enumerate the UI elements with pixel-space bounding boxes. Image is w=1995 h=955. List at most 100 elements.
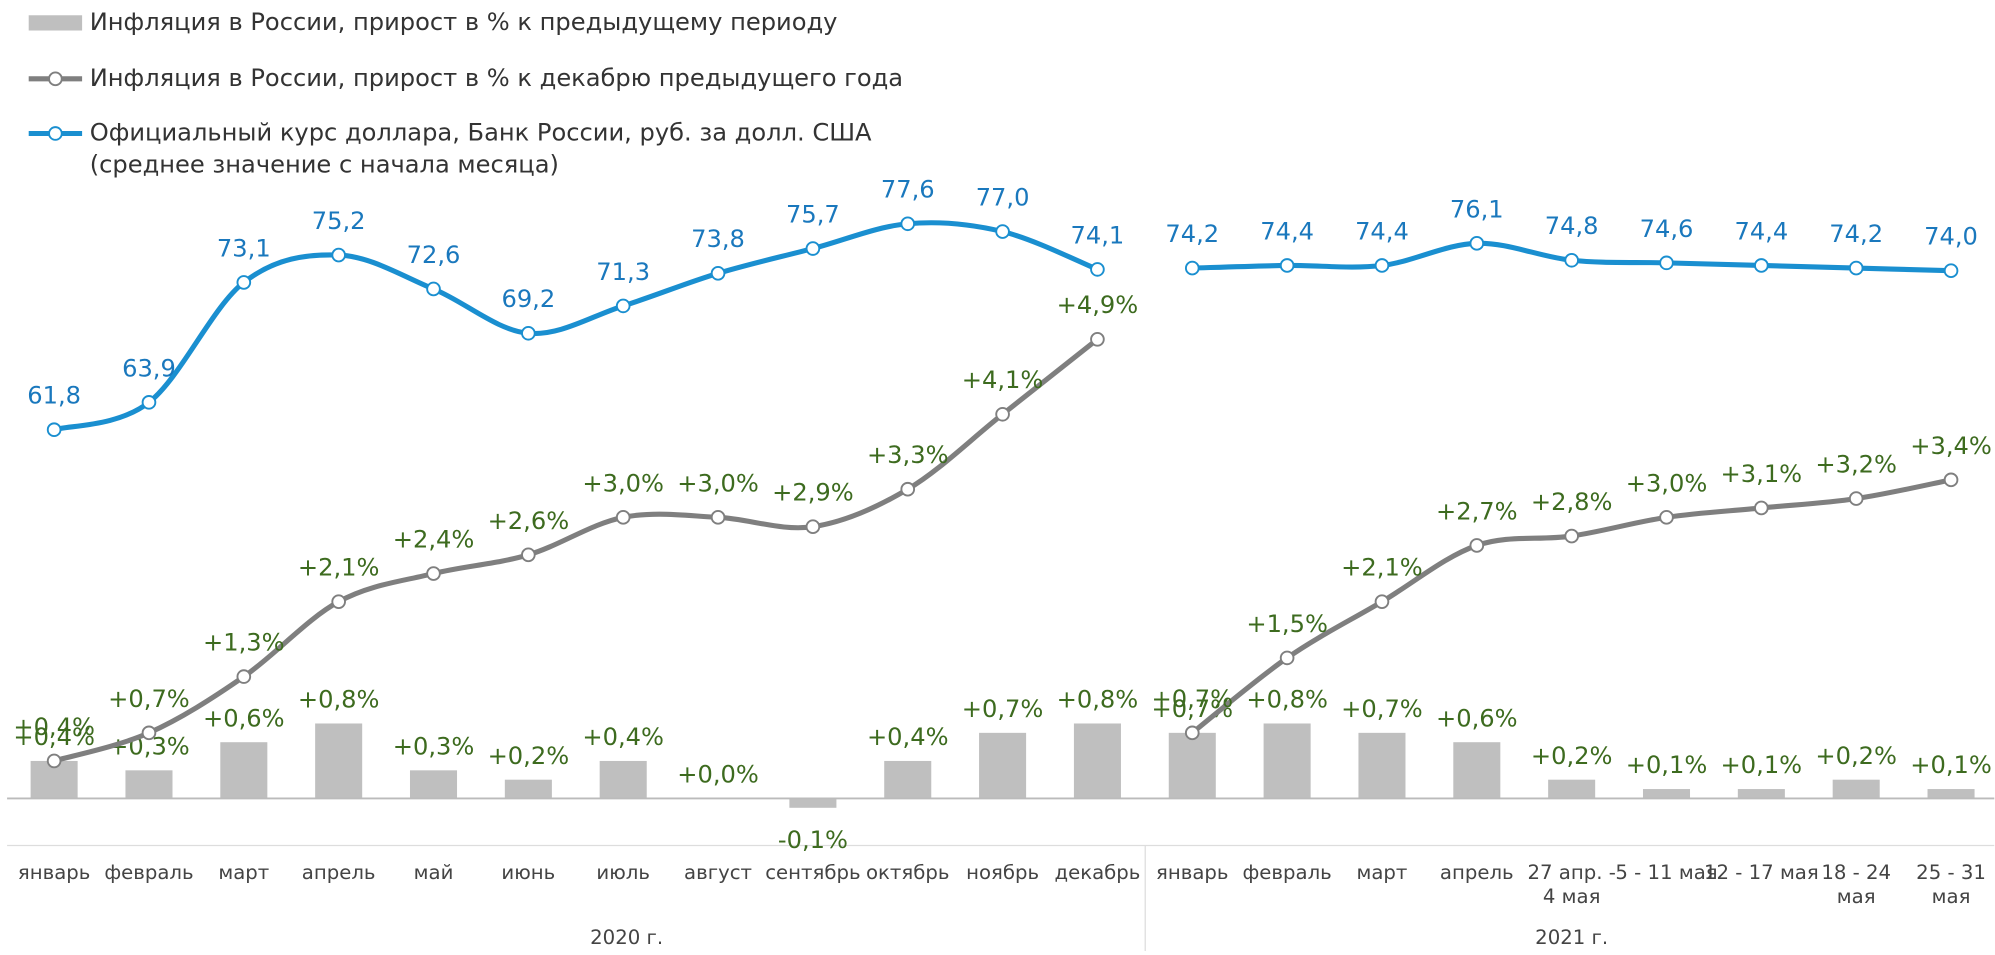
bar-value-label: +0,8% bbox=[298, 686, 380, 714]
line-point bbox=[995, 224, 1010, 239]
bar bbox=[1263, 723, 1311, 799]
bar bbox=[1358, 732, 1406, 799]
bar bbox=[1737, 789, 1785, 799]
bar-value-label: +0,3% bbox=[393, 732, 475, 760]
line-point bbox=[1943, 263, 1959, 279]
x-tick-label: апрель bbox=[1440, 861, 1514, 884]
x-tick-label: 4 мая bbox=[1543, 885, 1601, 908]
line-point bbox=[995, 406, 1010, 422]
legend-marker bbox=[48, 71, 63, 87]
line-point bbox=[331, 247, 346, 263]
line-value-label: +0,7% bbox=[1151, 685, 1233, 713]
legend-swatch bbox=[28, 15, 83, 31]
line-series bbox=[1190, 477, 1952, 735]
line-point bbox=[521, 547, 536, 563]
line-value-label: +1,3% bbox=[203, 629, 285, 657]
line-point bbox=[615, 298, 631, 314]
line-value-label: 73,1 bbox=[217, 234, 271, 262]
line-value-label: 77,0 bbox=[976, 184, 1030, 212]
line-value-label: +3,4% bbox=[1910, 432, 1992, 460]
x-tick-label: май bbox=[414, 861, 454, 884]
bar-value-label: +0,1% bbox=[1721, 751, 1803, 779]
x-tick-label: 12 - 17 мая bbox=[1704, 861, 1819, 884]
bar-value-label: +0,1% bbox=[1626, 751, 1708, 779]
line-point bbox=[710, 510, 726, 525]
x-tick-label: сентябрь bbox=[765, 861, 860, 884]
line-point bbox=[426, 281, 441, 297]
line-point bbox=[46, 422, 62, 438]
bar-value-label: +0,2% bbox=[488, 742, 570, 770]
bar bbox=[315, 723, 363, 799]
line-value-label: 74,0 bbox=[1924, 223, 1978, 251]
legend-marker bbox=[48, 126, 63, 141]
line-point bbox=[141, 725, 157, 741]
bar-value-label: +0,2% bbox=[1815, 742, 1897, 770]
x-tick-label: декабрь bbox=[1054, 861, 1140, 884]
line-value-label: +0,4% bbox=[13, 713, 95, 741]
bar-value-label: +0,7% bbox=[962, 695, 1044, 723]
legend-label: Инфляция в России, прирост в % к предыду… bbox=[90, 8, 838, 36]
line-value-label: +3,1% bbox=[1721, 460, 1803, 488]
line-value-label: +3,0% bbox=[1626, 469, 1708, 497]
line-point bbox=[900, 481, 916, 497]
line-value-label: +3,3% bbox=[867, 441, 949, 469]
bar-value-label: +0,1% bbox=[1910, 751, 1992, 779]
x-tick-label: март bbox=[1357, 861, 1408, 884]
bar bbox=[1453, 742, 1501, 799]
line-point bbox=[1184, 260, 1200, 276]
line-point bbox=[46, 753, 62, 769]
bar-value-label: +0,2% bbox=[1531, 742, 1613, 770]
line-value-label: 74,2 bbox=[1165, 220, 1219, 248]
bar bbox=[1548, 779, 1596, 799]
line-value-label: 72,6 bbox=[407, 241, 461, 269]
line-value-label: +2,7% bbox=[1436, 497, 1518, 525]
line-value-label: +2,4% bbox=[393, 525, 475, 553]
x-tick-label: 25 - 31 bbox=[1916, 861, 1986, 884]
bar-value-label: +0,6% bbox=[1436, 704, 1518, 732]
line-series bbox=[53, 337, 1100, 764]
x-tick-label: январь bbox=[1156, 861, 1228, 884]
line-value-label: 74,1 bbox=[1071, 221, 1125, 249]
line-value-label: +2,9% bbox=[772, 479, 854, 507]
bar-value-label: +0,0% bbox=[677, 761, 759, 789]
line-point bbox=[1754, 258, 1769, 273]
bar bbox=[979, 732, 1027, 799]
line-point bbox=[141, 395, 157, 410]
line-value-label: +1,5% bbox=[1246, 610, 1328, 638]
line-point bbox=[1090, 331, 1105, 347]
line-point bbox=[900, 216, 916, 232]
line-value-label: 74,8 bbox=[1545, 212, 1599, 240]
bar bbox=[1642, 789, 1691, 799]
line-point bbox=[1090, 262, 1105, 277]
line-point bbox=[1659, 255, 1674, 271]
line-value-label: 74,6 bbox=[1640, 215, 1694, 243]
line-point bbox=[1469, 538, 1485, 553]
bar bbox=[409, 770, 458, 799]
line-point bbox=[1184, 725, 1200, 741]
bar-value-label: +0,8% bbox=[1246, 686, 1328, 714]
x-tick-label: ноябрь bbox=[966, 861, 1039, 884]
line-value-label: 71,3 bbox=[596, 258, 650, 286]
line-point bbox=[236, 669, 252, 684]
line-value-label: 74,4 bbox=[1355, 217, 1409, 245]
line-value-label: +3,0% bbox=[677, 469, 759, 497]
line-value-label: 69,2 bbox=[501, 285, 555, 313]
bar bbox=[504, 779, 552, 799]
bar bbox=[1832, 779, 1880, 799]
x-tick-label: февраль bbox=[1242, 861, 1331, 884]
line-value-label: 74,4 bbox=[1260, 217, 1314, 245]
line-value-label: +4,1% bbox=[962, 366, 1044, 394]
line-value-label: 73,8 bbox=[691, 225, 745, 253]
line-value-label: +0,7% bbox=[108, 685, 190, 713]
line-value-label: 74,2 bbox=[1829, 220, 1883, 248]
line-series bbox=[53, 220, 1099, 433]
x-tick-label: август bbox=[684, 861, 752, 884]
x-tick-label: октябрь bbox=[866, 861, 950, 884]
line-value-label: +3,0% bbox=[582, 469, 664, 497]
line-value-label: 63,9 bbox=[122, 354, 176, 382]
group-label: 2020 г. bbox=[590, 926, 663, 949]
line-point bbox=[1943, 472, 1959, 488]
bar-value-label: -0,1% bbox=[778, 826, 848, 854]
x-tick-label: 18 - 24 bbox=[1821, 861, 1891, 884]
